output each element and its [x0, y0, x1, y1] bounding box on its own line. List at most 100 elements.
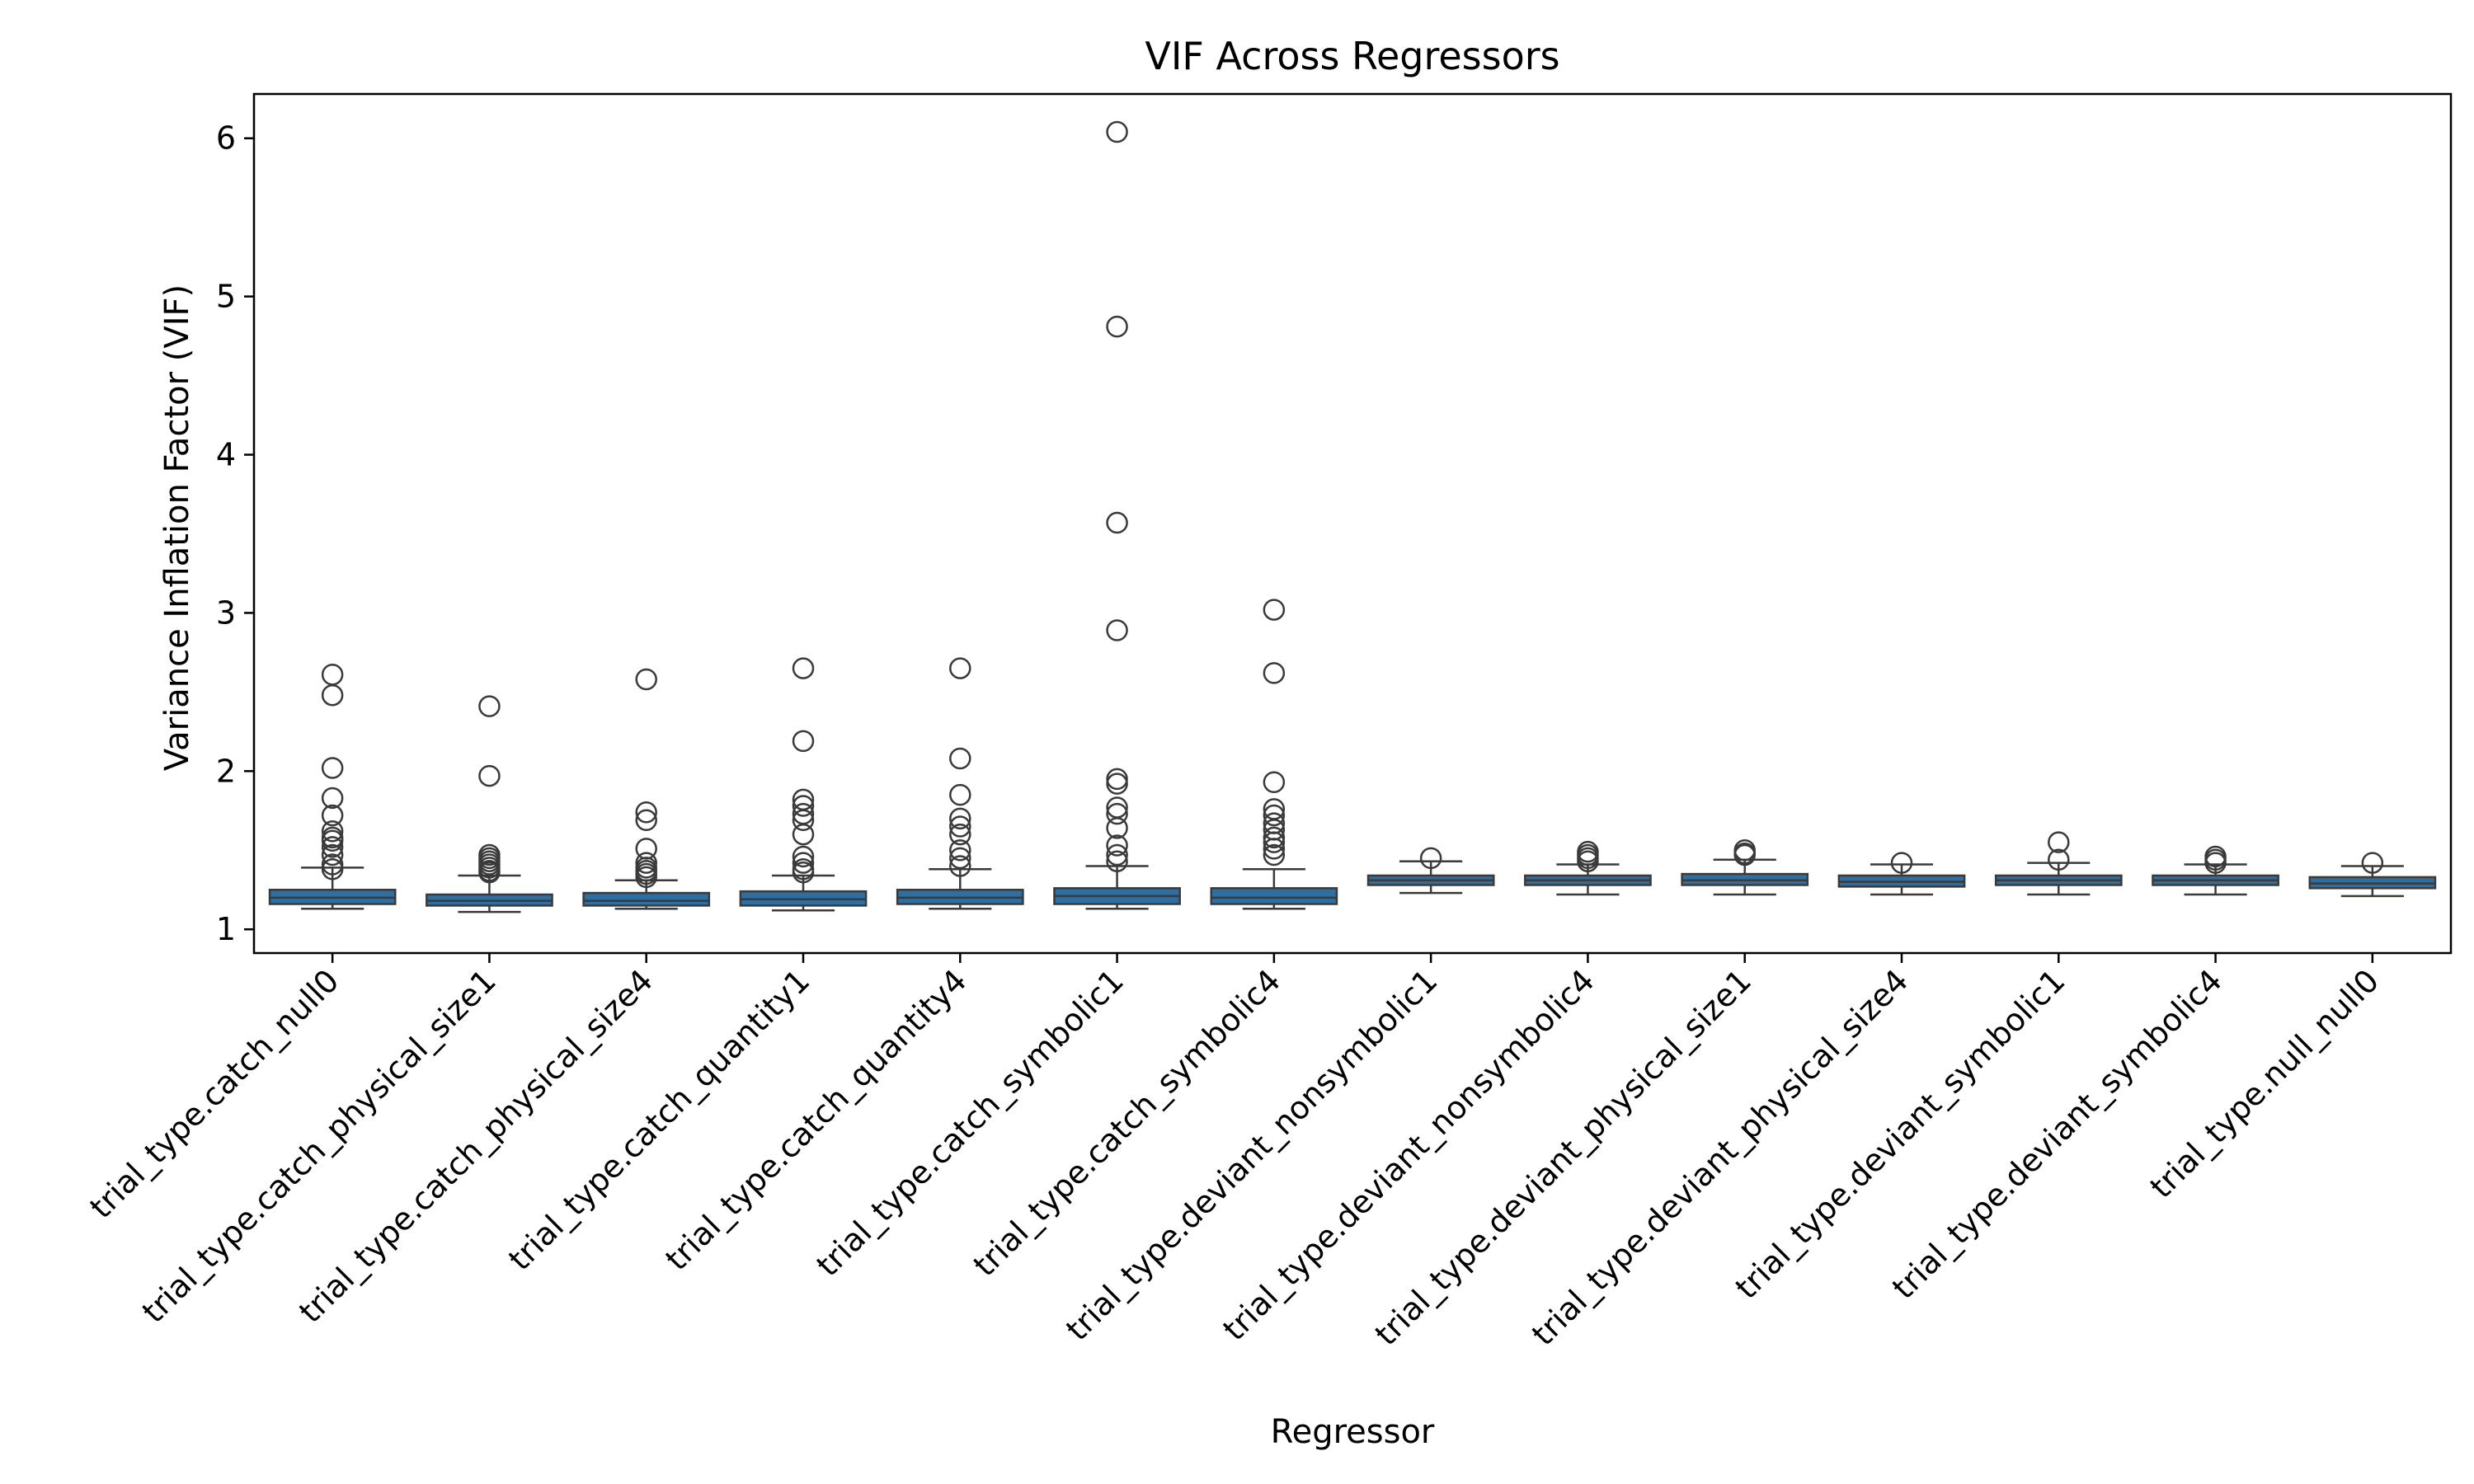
outlier-point	[949, 815, 971, 838]
outlier-point	[1106, 511, 1128, 534]
outlier-point	[949, 839, 971, 862]
box-group	[739, 657, 868, 912]
y-tick-label: 1	[216, 911, 236, 947]
outlier-point	[321, 683, 344, 707]
outlier-point	[1106, 315, 1128, 338]
x-tick-label: trial_type.deviant_symbolic1	[1729, 962, 2072, 1306]
outlier-point	[2048, 831, 2070, 853]
box-group	[1837, 852, 1966, 896]
x-tick-label: trial_type.catch_physical_size1	[135, 962, 503, 1330]
y-tick-label: 3	[216, 594, 236, 631]
outlier-point	[321, 757, 344, 779]
x-tick-label: trial_type.catch_physical_size4	[292, 962, 660, 1330]
outlier-point	[635, 809, 657, 832]
outlier-point	[949, 855, 971, 877]
outlier-point	[321, 804, 344, 827]
outlier-point	[321, 853, 344, 876]
x-tick-label: trial_type.catch_null0	[82, 962, 346, 1225]
box-group	[1524, 840, 1652, 896]
outlier-point	[321, 836, 344, 858]
outlier-point	[321, 819, 344, 843]
outlier-point	[635, 668, 657, 691]
outlier-point	[1419, 847, 1442, 870]
y-tick-label: 4	[216, 437, 236, 473]
x-tick-label: trial_type.catch_symbolic4	[967, 962, 1287, 1283]
outlier-point	[1263, 838, 1286, 860]
outlier-point	[792, 845, 815, 868]
outlier-point	[949, 823, 971, 846]
outlier-point	[1106, 850, 1128, 872]
outlier-point	[321, 787, 344, 810]
outlier-point	[2204, 852, 2227, 874]
outlier-point	[1263, 771, 1286, 794]
outlier-point	[792, 852, 815, 874]
box-group	[1053, 120, 1181, 910]
outlier-point	[1106, 843, 1128, 866]
outlier-point	[792, 730, 815, 753]
box-iqr	[1210, 887, 1338, 905]
outlier-point	[478, 861, 501, 884]
outlier-point	[635, 852, 657, 874]
x-tick-label: trial_type.deviant_symbolic4	[1885, 962, 2229, 1306]
outlier-point	[792, 823, 815, 846]
outlier-point	[1263, 662, 1286, 684]
outlier-point	[321, 664, 344, 686]
box-iqr	[582, 891, 711, 907]
outlier-point	[1890, 852, 1913, 874]
outlier-point	[949, 747, 971, 770]
outlier-point	[1106, 834, 1128, 857]
outlier-point	[792, 861, 815, 884]
plot-area	[252, 92, 2453, 955]
x-tick-label: trial_type.catch_symbolic1	[809, 962, 1130, 1283]
outlier-point	[321, 843, 344, 866]
y-tick-label: 6	[216, 120, 236, 157]
box-group	[2308, 852, 2437, 898]
outlier-point	[2361, 852, 2384, 874]
box-group	[2152, 845, 2279, 896]
outlier-point	[321, 858, 344, 881]
box-group	[896, 657, 1024, 910]
box-group	[426, 695, 553, 913]
outlier-point	[1577, 850, 1599, 872]
x-axis-label: Regressor	[1271, 1413, 1435, 1451]
outlier-point	[1106, 120, 1128, 143]
outlier-point	[1106, 773, 1128, 795]
outlier-point	[1263, 599, 1286, 621]
box-group	[1210, 599, 1338, 910]
box-group	[1681, 839, 1809, 896]
outlier-point	[635, 801, 657, 824]
outlier-point	[478, 764, 501, 787]
outlier-point	[321, 829, 344, 852]
outlier-point	[478, 695, 501, 717]
outlier-point	[949, 783, 971, 806]
outlier-point	[1106, 768, 1128, 791]
plot-frame	[252, 92, 2453, 955]
box-group	[1366, 847, 1495, 895]
box-group	[1994, 831, 2123, 896]
outlier-point	[1733, 843, 1756, 866]
x-tick-label: trial_type.catch_quantity1	[501, 962, 816, 1277]
outlier-point	[949, 847, 971, 870]
outlier-point	[792, 657, 815, 679]
box-group	[268, 664, 397, 910]
outlier-point	[635, 866, 657, 889]
outlier-point	[792, 795, 815, 817]
x-axis: trial_type.catch_null0trial_type.catch_p…	[82, 953, 2386, 1353]
x-tick-label: trial_type.catch_quantity4	[658, 962, 973, 1277]
y-tick-label: 5	[216, 279, 236, 315]
box-group	[582, 668, 711, 910]
outlier-point	[1263, 843, 1286, 866]
outlier-point	[2048, 848, 2070, 871]
outlier-point	[1106, 802, 1128, 825]
outlier-point	[1106, 619, 1128, 641]
outlier-point	[792, 809, 815, 832]
outlier-point	[1263, 804, 1286, 827]
y-tick-label: 2	[216, 753, 236, 789]
outlier-point	[1263, 826, 1286, 849]
outlier-point	[1106, 817, 1128, 839]
y-axis: 1 2 3 4 5 6	[216, 120, 254, 947]
y-axis-label: Variance Inflation Factor (VIF)	[158, 284, 196, 771]
outlier-point	[949, 807, 971, 830]
outlier-point	[1263, 831, 1286, 853]
